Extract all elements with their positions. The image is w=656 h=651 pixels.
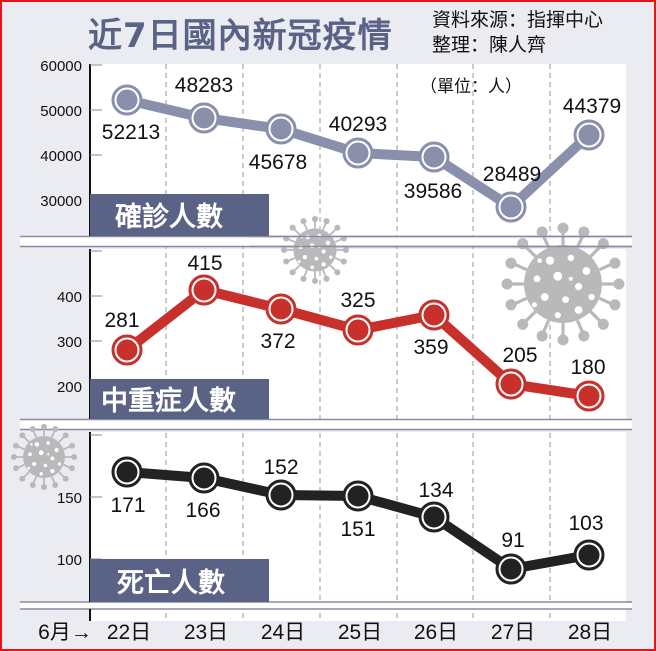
x-axis-labels: 6月→ 22日 23日 24日 25日 26日 27日 28日	[38, 621, 612, 644]
data-label: 281	[104, 309, 139, 332]
data-label: 151	[340, 518, 375, 541]
data-label: 415	[187, 252, 222, 275]
data-label: 39586	[404, 180, 462, 203]
y-tick: 400	[57, 289, 82, 306]
x-tick: 26日	[414, 621, 458, 644]
confirmed-series	[111, 84, 605, 223]
virus-icon-left	[10, 423, 78, 491]
data-label: 205	[502, 344, 537, 367]
death-series	[111, 456, 605, 585]
data-label: 40293	[329, 113, 387, 136]
virus-icon-large	[501, 222, 625, 346]
data-label: 28489	[483, 163, 541, 186]
data-label: 152	[263, 456, 298, 479]
data-label: 48283	[175, 74, 233, 97]
confirmed-band-label: 確診人數	[115, 201, 223, 233]
y-tick: 60000	[40, 58, 82, 75]
y-tick: 100	[57, 552, 82, 569]
severe-series	[111, 274, 605, 412]
data-label: 372	[260, 330, 295, 353]
y-tick: 200	[57, 379, 82, 396]
severe-y-ticks: 400 300 200	[57, 289, 82, 396]
y-tick: 30000	[40, 193, 82, 210]
data-label: 91	[501, 529, 524, 552]
data-label: 52213	[102, 121, 160, 144]
x-tick: 28日	[568, 621, 612, 644]
confirmed-band: 確診人數	[90, 194, 269, 236]
data-label: 359	[413, 336, 448, 359]
source-line: 資料來源：指揮中心	[432, 9, 604, 31]
data-label: 103	[568, 512, 603, 535]
confirmed-value-labels: 52213 48283 45678 40293 39586 28489 4437…	[102, 74, 621, 203]
virus-icon-small-top	[280, 215, 350, 285]
y-tick: 150	[57, 490, 82, 507]
x-tick: 23日	[184, 621, 228, 644]
y-tick: 300	[57, 334, 82, 351]
data-label: 44379	[563, 95, 621, 118]
death-band-label: 死亡人數	[117, 568, 225, 599]
data-label: 180	[570, 356, 605, 379]
severe-value-labels: 281 415 372 325 359 205 180	[104, 252, 605, 379]
x-tick: 24日	[261, 621, 305, 644]
x-tick: 22日	[107, 621, 151, 644]
data-label: 171	[110, 494, 145, 517]
death-band: 死亡人數	[90, 559, 269, 602]
unit-label: （單位：人）	[420, 77, 522, 97]
source-credit: 資料來源：指揮中心 整理：陳人齊	[432, 8, 603, 58]
y-tick: 40000	[40, 148, 82, 165]
severe-band: 中重症人數	[90, 379, 269, 419]
editor-line: 整理：陳人齊	[432, 34, 547, 56]
month-label: 6月→	[38, 621, 92, 644]
x-tick: 27日	[491, 621, 535, 644]
data-label: 45678	[249, 151, 307, 174]
severe-band-label: 中重症人數	[101, 386, 236, 417]
x-tick: 25日	[338, 621, 382, 644]
page-title: 近7日國內新冠疫情	[88, 16, 393, 56]
death-value-labels: 171 166 152 151 134 91 103	[110, 456, 603, 552]
data-label: 134	[418, 479, 453, 502]
data-label: 325	[340, 289, 375, 312]
y-tick: 50000	[40, 103, 82, 120]
confirmed-y-ticks: 60000 50000 40000 30000	[40, 58, 82, 210]
death-y-ticks: 150 100	[57, 490, 82, 569]
data-label: 166	[185, 499, 220, 522]
